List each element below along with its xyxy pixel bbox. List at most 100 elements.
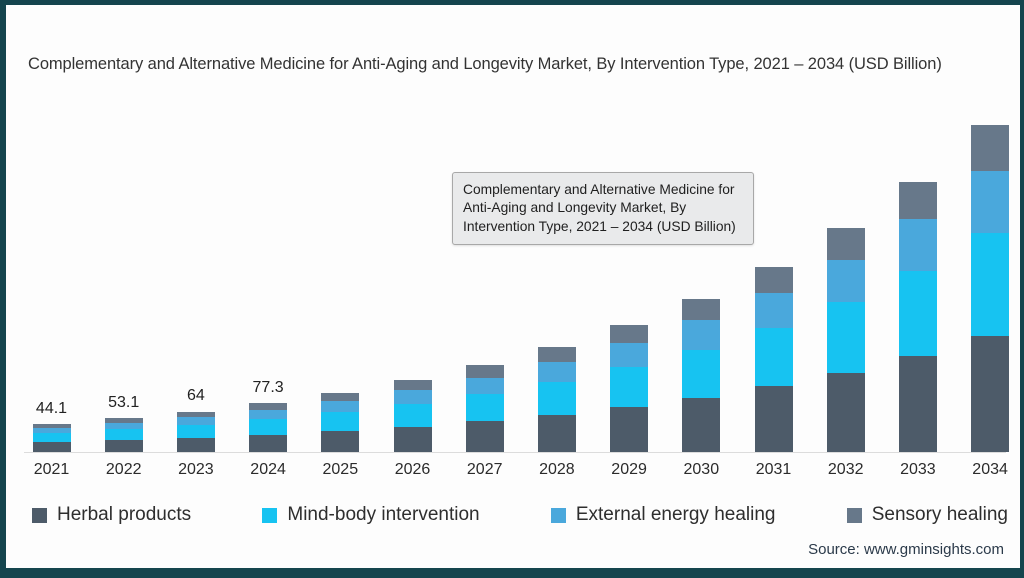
data-label-2024: 77.3 bbox=[252, 378, 284, 396]
bar-segment-sensory-healing-2032[interactable] bbox=[826, 228, 865, 260]
bar-segment-herbal-products-2030[interactable] bbox=[682, 397, 721, 452]
legend-item-mind-body-intervention[interactable]: Mind-body intervention bbox=[262, 504, 480, 526]
chart-legend: Herbal products Mind-body intervention Ext… bbox=[32, 499, 1008, 531]
bar-2025[interactable] bbox=[321, 392, 360, 452]
bar-segment-external-energy-healing-2028[interactable] bbox=[537, 361, 576, 382]
bar-2032[interactable] bbox=[826, 228, 865, 452]
x-axis-label-2029: 2029 bbox=[611, 461, 647, 478]
bar-segment-mind-body-intervention-2030[interactable] bbox=[682, 349, 721, 398]
bar-segment-mind-body-intervention-2031[interactable] bbox=[754, 328, 793, 387]
legend-swatch-external-energy-healing bbox=[550, 507, 566, 523]
legend-item-sensory-healing[interactable]: Sensory healing bbox=[846, 504, 1008, 526]
bar-segment-sensory-healing-2029[interactable] bbox=[610, 325, 649, 344]
chart-tooltip: Complementary and Alternative Medicine f… bbox=[452, 172, 754, 246]
bar-segment-herbal-products-2022[interactable] bbox=[104, 440, 143, 452]
bar-segment-sensory-healing-2025[interactable] bbox=[321, 392, 360, 402]
x-axis-label-2028: 2028 bbox=[539, 461, 575, 478]
bar-segment-mind-body-intervention-2027[interactable] bbox=[465, 393, 504, 422]
bar-segment-herbal-products-2021[interactable] bbox=[32, 442, 71, 452]
bar-segment-sensory-healing-2028[interactable] bbox=[537, 347, 576, 362]
bar-segment-sensory-healing-2031[interactable] bbox=[754, 266, 793, 293]
x-axis-label-2025: 2025 bbox=[322, 461, 359, 478]
tooltip-line: Complementary and Alternative Medicine f… bbox=[463, 182, 735, 197]
bar-segment-herbal-products-2031[interactable] bbox=[754, 386, 793, 452]
x-axis-label-2024: 2024 bbox=[250, 461, 286, 478]
legend-item-external-energy-healing[interactable]: External energy healing bbox=[550, 504, 775, 526]
bar-segment-external-energy-healing-2033[interactable] bbox=[898, 219, 937, 271]
bar-segment-herbal-products-2023[interactable] bbox=[176, 437, 215, 452]
bar-segment-sensory-healing-2027[interactable] bbox=[465, 365, 504, 378]
bar-segment-herbal-products-2033[interactable] bbox=[898, 356, 937, 452]
legend-swatch-sensory-healing bbox=[846, 507, 862, 523]
tooltip-line: Intervention Type, 2021 – 2034 (USD Bill… bbox=[463, 218, 736, 234]
x-axis-label-2027: 2027 bbox=[466, 461, 503, 478]
bar-segment-mind-body-intervention-2026[interactable] bbox=[393, 404, 432, 427]
bar-segment-external-energy-healing-2023[interactable] bbox=[176, 417, 215, 425]
bar-segment-mind-body-intervention-2021[interactable] bbox=[32, 433, 71, 442]
bar-segment-sensory-healing-2033[interactable] bbox=[898, 181, 937, 220]
bar-2031[interactable] bbox=[754, 266, 793, 452]
bar-segment-external-energy-healing-2024[interactable] bbox=[249, 409, 288, 420]
bar-segment-herbal-products-2027[interactable] bbox=[465, 421, 504, 452]
bar-segment-mind-body-intervention-2022[interactable] bbox=[104, 429, 143, 440]
x-axis-label-2023: 2023 bbox=[178, 461, 214, 478]
bar-segment-sensory-healing-2026[interactable] bbox=[393, 380, 432, 391]
bar-segment-herbal-products-2029[interactable] bbox=[610, 407, 649, 452]
legend-label: Mind-body intervention bbox=[287, 504, 480, 525]
bar-segment-mind-body-intervention-2032[interactable] bbox=[826, 302, 865, 373]
bar-segment-mind-body-intervention-2024[interactable] bbox=[249, 419, 288, 435]
bar-2029[interactable] bbox=[610, 325, 649, 452]
bar-2034[interactable] bbox=[971, 125, 1010, 452]
bar-segment-mind-body-intervention-2034[interactable] bbox=[971, 232, 1010, 336]
bar-segment-external-energy-healing-2025[interactable] bbox=[321, 401, 360, 413]
source-text: Source: www.gminsights.com bbox=[808, 541, 1004, 558]
bar-segment-external-energy-healing-2032[interactable] bbox=[826, 259, 865, 303]
x-axis-label-2030: 2030 bbox=[683, 461, 720, 478]
bar-2024[interactable] bbox=[249, 402, 288, 452]
bar-2030[interactable] bbox=[682, 299, 721, 452]
bar-segment-mind-body-intervention-2025[interactable] bbox=[321, 412, 360, 431]
legend-label: Sensory healing bbox=[871, 504, 1008, 525]
data-label-2023: 64 bbox=[186, 387, 205, 405]
bar-segment-external-energy-healing-2022[interactable] bbox=[104, 423, 143, 430]
bar-segment-herbal-products-2025[interactable] bbox=[321, 430, 360, 452]
bar-segment-external-energy-healing-2021[interactable] bbox=[32, 427, 71, 434]
bar-segment-sensory-healing-2021[interactable] bbox=[32, 424, 71, 428]
bar-2027[interactable] bbox=[465, 365, 504, 452]
bar-2023[interactable] bbox=[176, 411, 215, 452]
bar-segment-mind-body-intervention-2023[interactable] bbox=[176, 424, 215, 438]
bar-segment-external-energy-healing-2030[interactable] bbox=[682, 320, 721, 350]
data-label-2021: 44.1 bbox=[35, 400, 68, 418]
bar-segment-sensory-healing-2023[interactable] bbox=[176, 411, 215, 418]
bar-2021[interactable] bbox=[32, 424, 71, 452]
x-axis-label-2033: 2033 bbox=[900, 461, 936, 478]
bar-segment-herbal-products-2028[interactable] bbox=[537, 414, 576, 452]
x-axis-baseline bbox=[24, 452, 1006, 453]
bar-2026[interactable] bbox=[393, 380, 432, 452]
bar-2022[interactable] bbox=[104, 418, 143, 452]
legend-label: Herbal products bbox=[57, 504, 192, 525]
data-label-2022: 53.1 bbox=[108, 394, 140, 412]
bar-2033[interactable] bbox=[898, 181, 937, 452]
bar-segment-herbal-products-2032[interactable] bbox=[826, 372, 865, 452]
bar-segment-sensory-healing-2024[interactable] bbox=[249, 402, 288, 410]
bar-segment-external-energy-healing-2027[interactable] bbox=[465, 377, 504, 394]
bar-segment-mind-body-intervention-2033[interactable] bbox=[898, 270, 937, 356]
bar-segment-mind-body-intervention-2029[interactable] bbox=[610, 367, 649, 408]
bar-segment-mind-body-intervention-2028[interactable] bbox=[537, 381, 576, 415]
chart-title: Complementary and Alternative Medicine f… bbox=[28, 55, 942, 73]
bar-2028[interactable] bbox=[537, 347, 576, 452]
bar-segment-external-energy-healing-2026[interactable] bbox=[393, 390, 432, 405]
bar-segment-sensory-healing-2034[interactable] bbox=[971, 125, 1010, 171]
chart-canvas: Complementary and Alternative Medicine f… bbox=[6, 5, 1020, 568]
bar-segment-herbal-products-2026[interactable] bbox=[393, 426, 432, 452]
bar-segment-external-energy-healing-2031[interactable] bbox=[754, 292, 793, 329]
x-axis-label-2034: 2034 bbox=[972, 461, 1008, 478]
bar-segment-external-energy-healing-2034[interactable] bbox=[971, 170, 1010, 233]
legend-item-herbal-products[interactable]: Herbal products bbox=[32, 504, 191, 526]
bar-segment-external-energy-healing-2029[interactable] bbox=[610, 343, 649, 368]
bar-segment-sensory-healing-2030[interactable] bbox=[682, 299, 721, 321]
bar-segment-sensory-healing-2022[interactable] bbox=[104, 418, 143, 424]
bar-segment-herbal-products-2024[interactable] bbox=[249, 434, 288, 452]
bar-segment-herbal-products-2034[interactable] bbox=[971, 335, 1010, 452]
